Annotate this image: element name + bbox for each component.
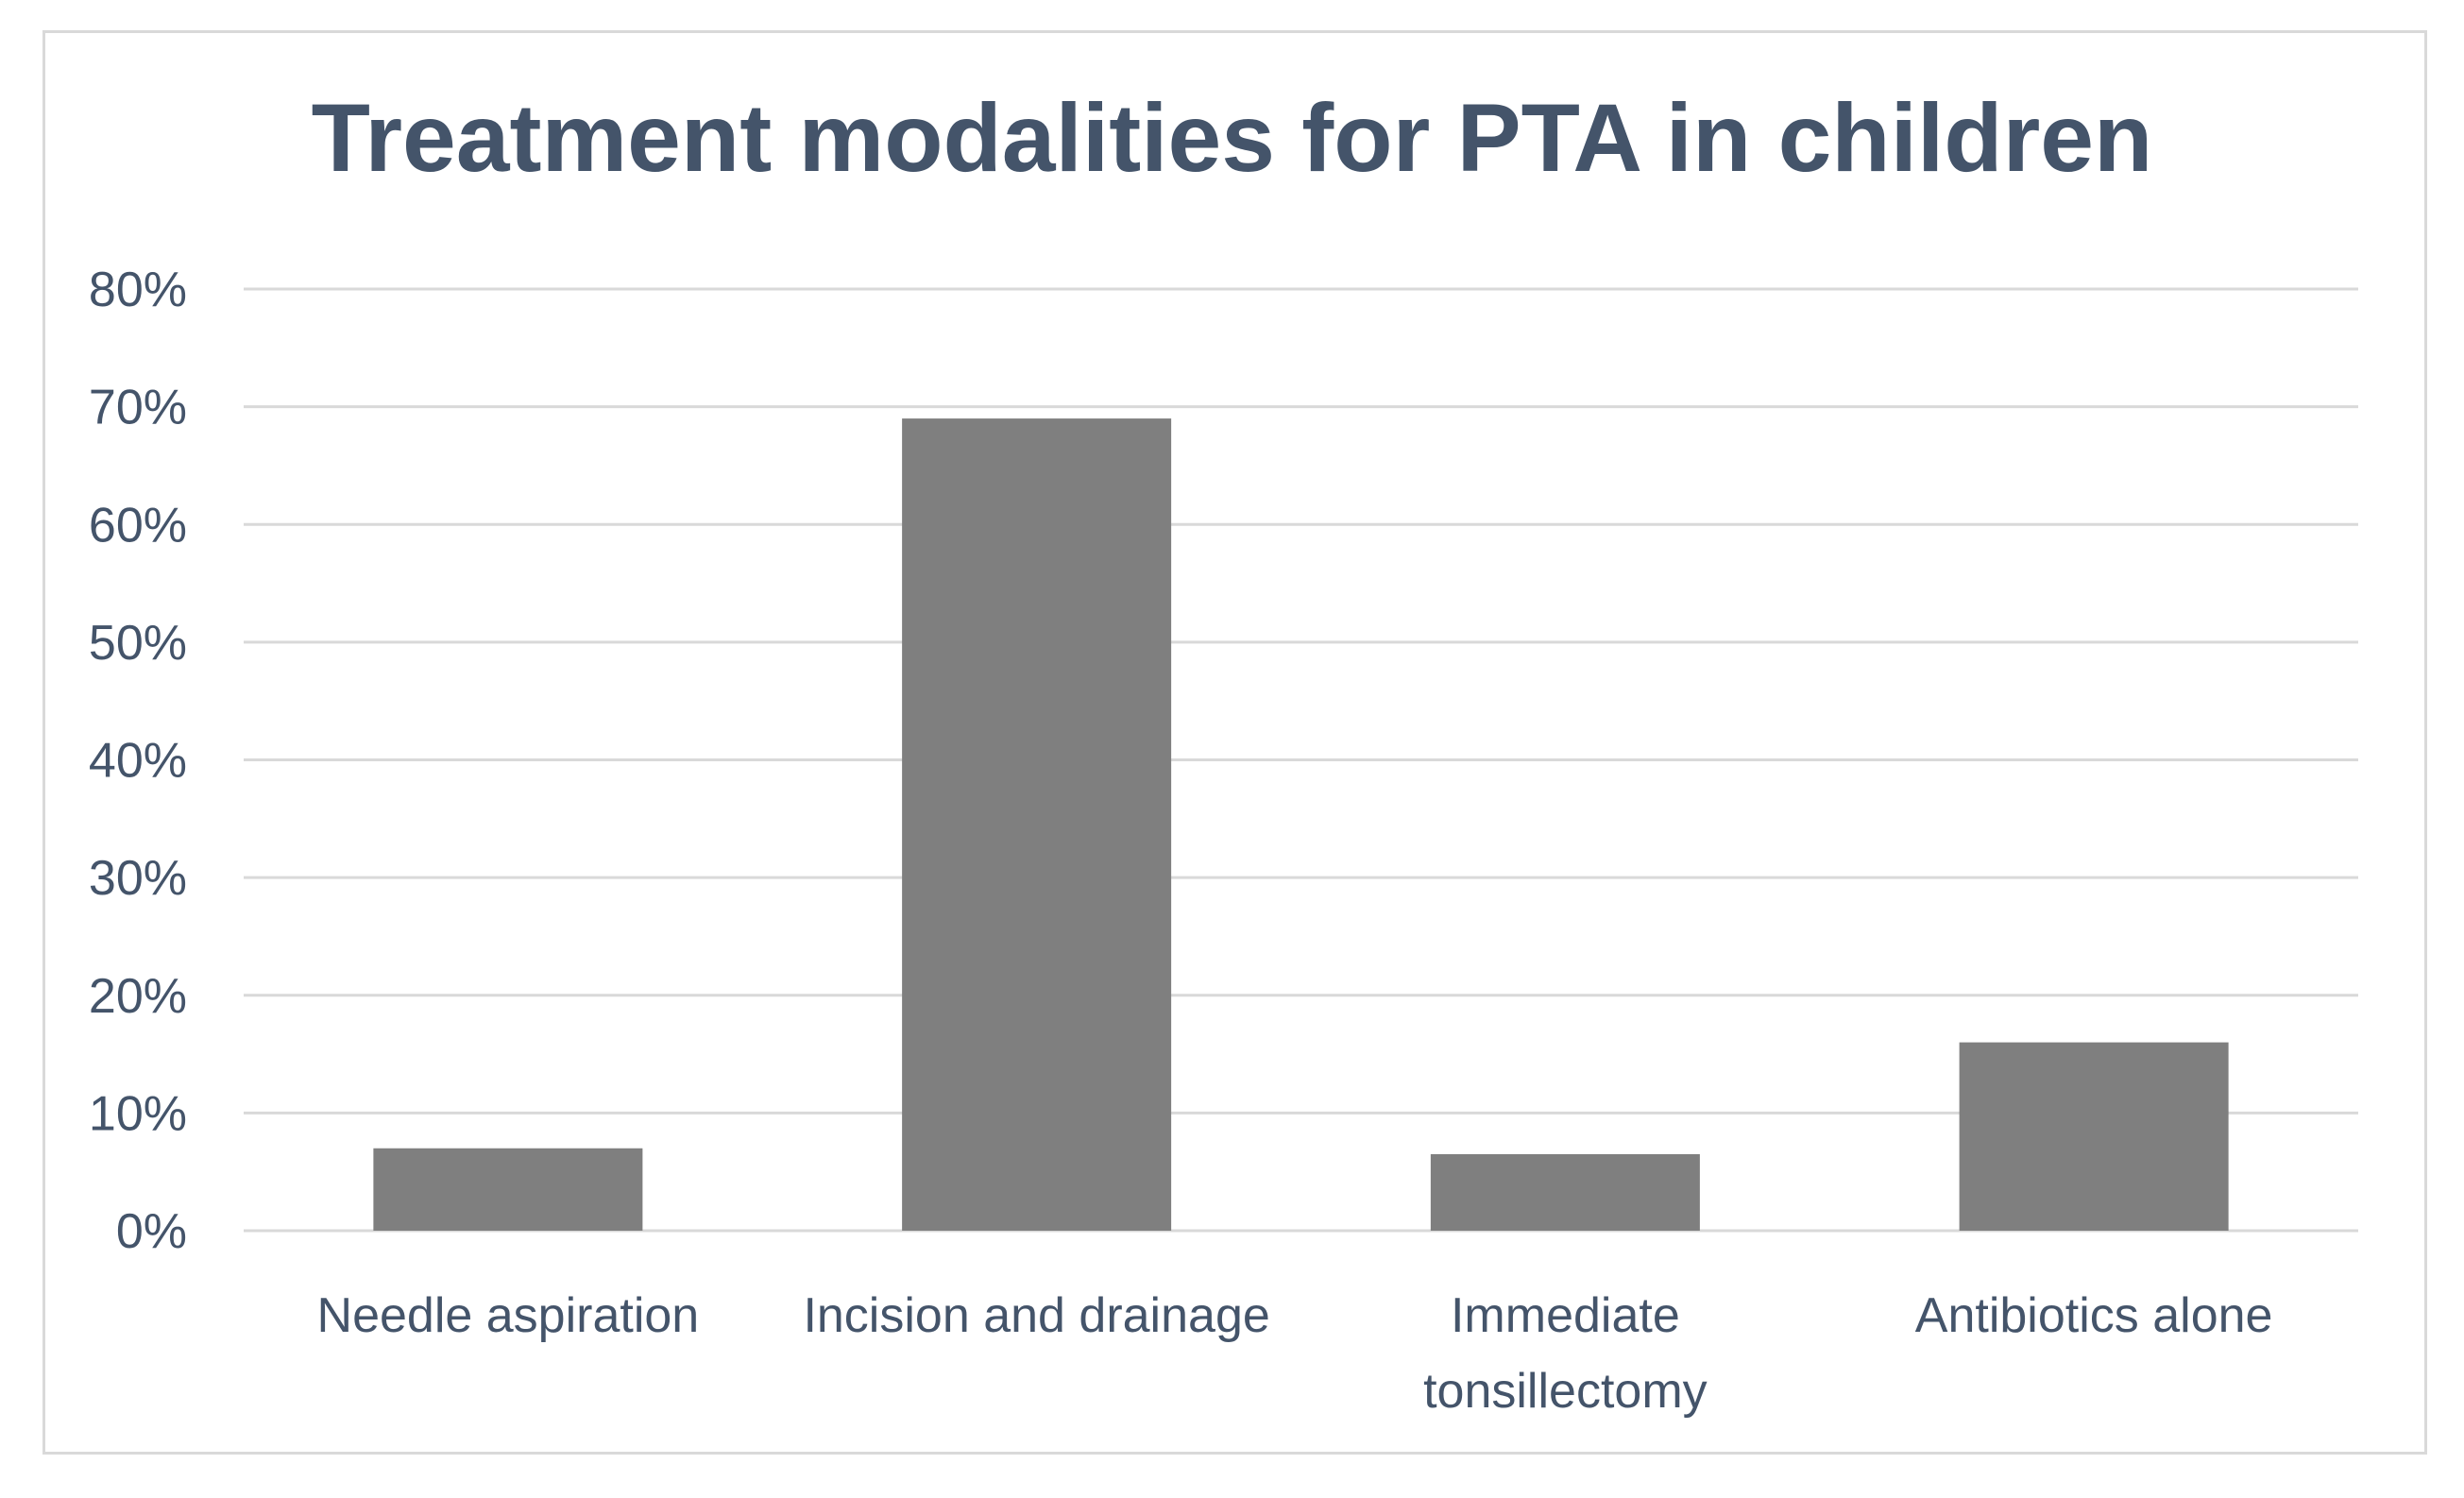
y-tick-label: 50% — [89, 616, 187, 671]
y-tick-label: 60% — [89, 498, 187, 553]
bar — [1959, 1042, 2229, 1231]
y-tick-label: 10% — [89, 1086, 187, 1141]
x-category-label: Antibiotics alone — [1915, 1288, 2273, 1343]
x-category-label: Incision and drainage — [803, 1288, 1269, 1343]
gridlines — [244, 287, 2358, 1233]
x-category-label: Immediate tonsillectomy — [1423, 1288, 1708, 1419]
chart-title: Treatment modalities for PTA in children — [311, 84, 2153, 192]
y-axis-tick-labels: 0% 10% 20% 30% 40% 50% 60% 70% 80% — [89, 263, 187, 1259]
x-category-label: Needle aspiration — [317, 1288, 700, 1343]
bar — [1430, 1153, 1700, 1231]
y-tick-label: 70% — [89, 381, 187, 435]
y-tick-label: 40% — [89, 734, 187, 789]
y-tick-label: 0% — [116, 1204, 187, 1259]
bars — [373, 418, 2229, 1231]
y-tick-label: 20% — [89, 969, 187, 1024]
y-tick-label: 80% — [89, 263, 187, 317]
x-axis-category-labels: Needle aspiration Incision and drainage Im… — [317, 1288, 2273, 1419]
bar — [902, 418, 1172, 1231]
y-tick-label: 30% — [89, 851, 187, 906]
bar — [373, 1148, 643, 1231]
